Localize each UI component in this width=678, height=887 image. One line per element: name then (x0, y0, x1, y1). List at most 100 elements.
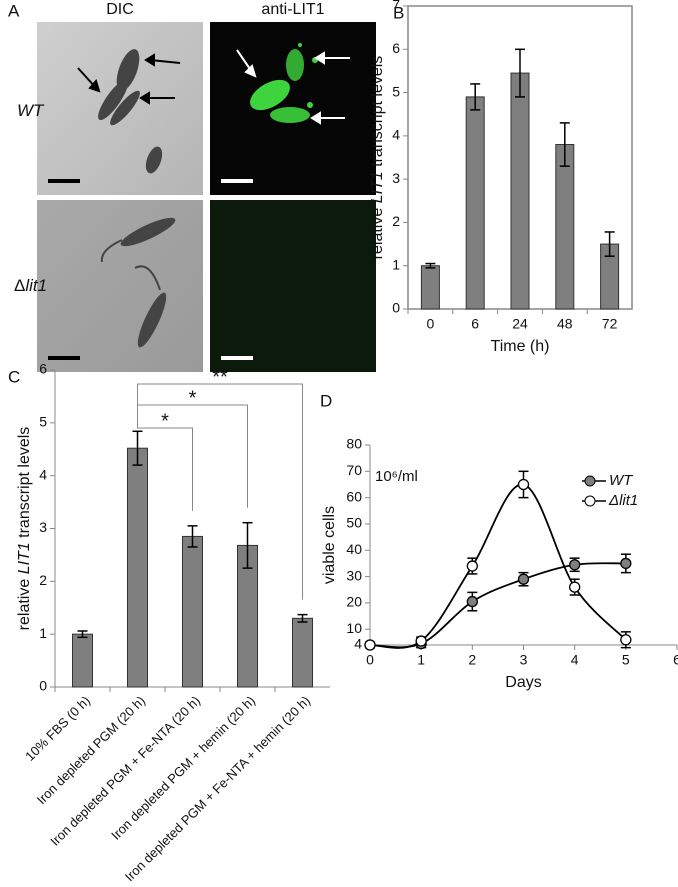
data-point (364, 639, 376, 651)
bar (510, 72, 530, 310)
x-axis-label: Days (505, 674, 541, 691)
bar (72, 633, 93, 688)
data-point (466, 560, 478, 572)
series-line (369, 562, 626, 649)
series-line (369, 483, 627, 649)
significance-bracket (137, 423, 193, 511)
panel-a: A DIC anti-LIT1 WT Δlit1 (8, 1, 376, 372)
legend-label: WT (609, 472, 634, 489)
x-tick-label: 72 (602, 316, 618, 332)
y-tick-label: 40 (346, 541, 362, 557)
bar (465, 96, 485, 310)
x-tick-label: 6 (471, 316, 479, 332)
micrograph (210, 200, 376, 372)
error-bar (132, 430, 143, 466)
y-tick-label: 10 (346, 620, 362, 636)
y-tick-label: 70 (346, 462, 362, 478)
error-bar (187, 525, 198, 548)
column-header: anti-LIT1 (261, 1, 324, 18)
y-axis-label: relative LIT1 transcript levels (369, 56, 386, 260)
micrograph (37, 200, 203, 372)
x-tick-label: 6 (673, 652, 678, 668)
x-tick-label: 1 (417, 652, 425, 668)
data-point (517, 573, 530, 585)
y-tick-label: 0 (392, 300, 400, 316)
y-axis-label: viable cells (321, 506, 338, 584)
error-bar (77, 630, 88, 639)
bar (555, 144, 575, 310)
error-bar (425, 262, 436, 269)
y-tick-label: 5 (392, 83, 400, 99)
panel-label: C (8, 367, 20, 386)
significance-bracket (137, 383, 303, 600)
y-tick-label: 6 (392, 40, 400, 56)
y-tick-label: 7 (392, 0, 400, 13)
y-tick-label: 20 (346, 594, 362, 610)
text-part: LIT1 (369, 171, 386, 203)
y-axis-label: relative LIT1 transcript levels (16, 427, 33, 631)
bar (292, 617, 313, 688)
x-tick-label: 24 (512, 316, 528, 332)
x-tick-label: 3 (520, 652, 528, 668)
x-tick-label: 4 (571, 652, 579, 668)
y-tick-label: 4 (39, 466, 47, 482)
error-bar (242, 521, 253, 569)
text-part: transcript levels (369, 56, 386, 172)
legend-marker (584, 495, 596, 507)
data-point (415, 635, 427, 647)
column-header: DIC (106, 1, 134, 18)
arrows (77, 53, 181, 105)
x-axis-label: Time (h) (491, 338, 550, 355)
y-tick-label: 50 (346, 515, 362, 531)
arrows (236, 49, 350, 125)
panel-label: B (393, 3, 404, 22)
data-point (620, 634, 632, 646)
legend-marker (584, 475, 596, 487)
significance-label: * (161, 410, 169, 432)
bar (182, 535, 203, 688)
y-tick-label: 60 (346, 488, 362, 504)
error-bar (297, 613, 308, 623)
legend-label: Δlit1 (608, 492, 638, 509)
bar (127, 447, 148, 688)
y-tick-label: 0 (39, 678, 47, 694)
panel-label: D (320, 391, 332, 410)
error-bar (470, 83, 481, 111)
x-tick-label: 0 (427, 316, 435, 332)
data-point (569, 581, 581, 593)
y-tick-label: 2 (392, 213, 400, 229)
row-label: WT (17, 101, 45, 120)
y-tick-label: 1 (392, 256, 400, 272)
y-tick-label: 1 (39, 625, 47, 641)
y-tick-label: 3 (39, 519, 47, 535)
x-tick-label: 48 (557, 316, 573, 332)
text-part: WT (17, 101, 45, 120)
panel-label: A (8, 1, 20, 20)
unit-label: 10⁶/ml (375, 468, 418, 485)
error-bar (604, 231, 615, 257)
data-point (466, 595, 478, 608)
error-bar (515, 48, 525, 98)
x-tick-label: 5 (622, 652, 630, 668)
fluorescence (250, 43, 318, 123)
significance-label: * (189, 387, 197, 409)
text-part: transcript levels (16, 427, 33, 543)
y-tick-label: 5 (39, 414, 47, 430)
y-tick-label: 4 (354, 636, 362, 652)
x-tick-label: 0 (366, 652, 374, 668)
data-point (620, 557, 632, 570)
significance-label: ** (212, 366, 228, 388)
x-tick-label: Iron depleted PGM + Fe-NTA + hemin (20 h… (122, 693, 313, 882)
x-tick-label: 2 (468, 652, 476, 668)
cells (98, 49, 176, 348)
y-tick-label: 80 (346, 436, 362, 452)
y-tick-label: 3 (392, 170, 400, 186)
text-part: relative (369, 203, 386, 259)
text-part: relative (16, 574, 33, 630)
text-part: LIT1 (16, 542, 33, 574)
row-label: Δlit1 (14, 276, 47, 295)
data-point (517, 478, 530, 491)
y-tick-label: 30 (346, 567, 362, 583)
text-part: lit1 (25, 276, 47, 295)
